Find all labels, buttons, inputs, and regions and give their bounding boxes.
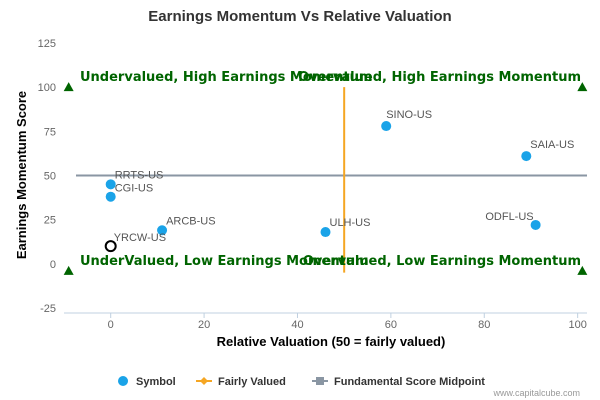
data-label: ODFL-US bbox=[485, 211, 533, 223]
y-tick-label: -25 bbox=[40, 303, 56, 315]
data-point bbox=[105, 191, 116, 202]
legend-label: Symbol bbox=[136, 376, 176, 388]
data-label: ULH-US bbox=[330, 217, 371, 229]
y-axis-title: Earnings Momentum Score bbox=[14, 91, 29, 259]
reference-lines bbox=[76, 87, 587, 273]
triangle-marker bbox=[577, 82, 588, 92]
quadrant-label-top-left: Undervalued, High Earnings Momentum bbox=[80, 70, 372, 85]
x-tick-label: 80 bbox=[478, 319, 490, 331]
y-tick-label: 25 bbox=[44, 215, 56, 227]
data-points: SINO-US SAIA-US RRTS-US CGI-US ODFL-US ARCB-U… bbox=[104, 109, 574, 253]
y-tick-label: 0 bbox=[50, 259, 56, 271]
triangle-marker bbox=[63, 82, 74, 92]
quadrant-label-bottom-left: UnderValued, Low Earnings Momentum bbox=[80, 254, 369, 269]
data-point bbox=[157, 225, 168, 236]
data-point bbox=[521, 151, 532, 162]
y-tick-label: 75 bbox=[44, 126, 56, 138]
corner-markers bbox=[63, 82, 588, 275]
x-tick-label: 100 bbox=[568, 319, 586, 331]
quadrant-label-bottom-right: Overvalued, Low Earnings Momentum bbox=[303, 254, 581, 269]
data-point bbox=[105, 179, 116, 190]
data-label: CGI-US bbox=[115, 183, 154, 195]
data-label: RRTS-US bbox=[115, 169, 164, 181]
triangle-marker bbox=[577, 265, 588, 275]
data-point bbox=[530, 219, 541, 230]
data-label: SINO-US bbox=[386, 109, 432, 121]
legend-square-marker bbox=[316, 377, 324, 385]
legend-diamond-marker bbox=[200, 377, 208, 385]
x-tick-label: 20 bbox=[198, 319, 210, 331]
legend-symbol-marker bbox=[118, 376, 128, 386]
legend-label: Fundamental Score Midpoint bbox=[334, 376, 485, 388]
legend: Symbol Fairly Valued Fundamental Score Mid… bbox=[118, 376, 485, 388]
x-tick-label: 40 bbox=[291, 319, 303, 331]
x-axis-title: Relative Valuation (50 = fairly valued) bbox=[217, 334, 446, 349]
data-label: ARCB-US bbox=[166, 215, 216, 227]
legend-label: Fairly Valued bbox=[218, 376, 286, 388]
data-point bbox=[320, 227, 331, 238]
quadrant-labels: Undervalued, High Earnings MomentumOverv… bbox=[80, 70, 581, 269]
data-point bbox=[104, 240, 117, 253]
y-tick-label: 125 bbox=[38, 38, 56, 50]
data-label: YRCW-US bbox=[114, 232, 166, 244]
chart-title: Earnings Momentum Vs Relative Valuation bbox=[148, 8, 451, 25]
x-tick-label: 60 bbox=[385, 319, 397, 331]
credit-text: www.capitalcube.com bbox=[492, 388, 580, 398]
x-tick-label: 0 bbox=[108, 319, 114, 331]
y-tick-label: 100 bbox=[38, 82, 56, 94]
data-point bbox=[381, 121, 392, 132]
triangle-marker bbox=[63, 265, 74, 275]
axes-layer: 0 20 40 60 80 100 -25 0 25 50 75 100 125 bbox=[38, 38, 587, 331]
data-label: SAIA-US bbox=[530, 139, 574, 151]
quadrant-label-top-right: Overvalued, High Earnings Momentum bbox=[298, 70, 581, 85]
y-tick-label: 50 bbox=[44, 171, 56, 183]
